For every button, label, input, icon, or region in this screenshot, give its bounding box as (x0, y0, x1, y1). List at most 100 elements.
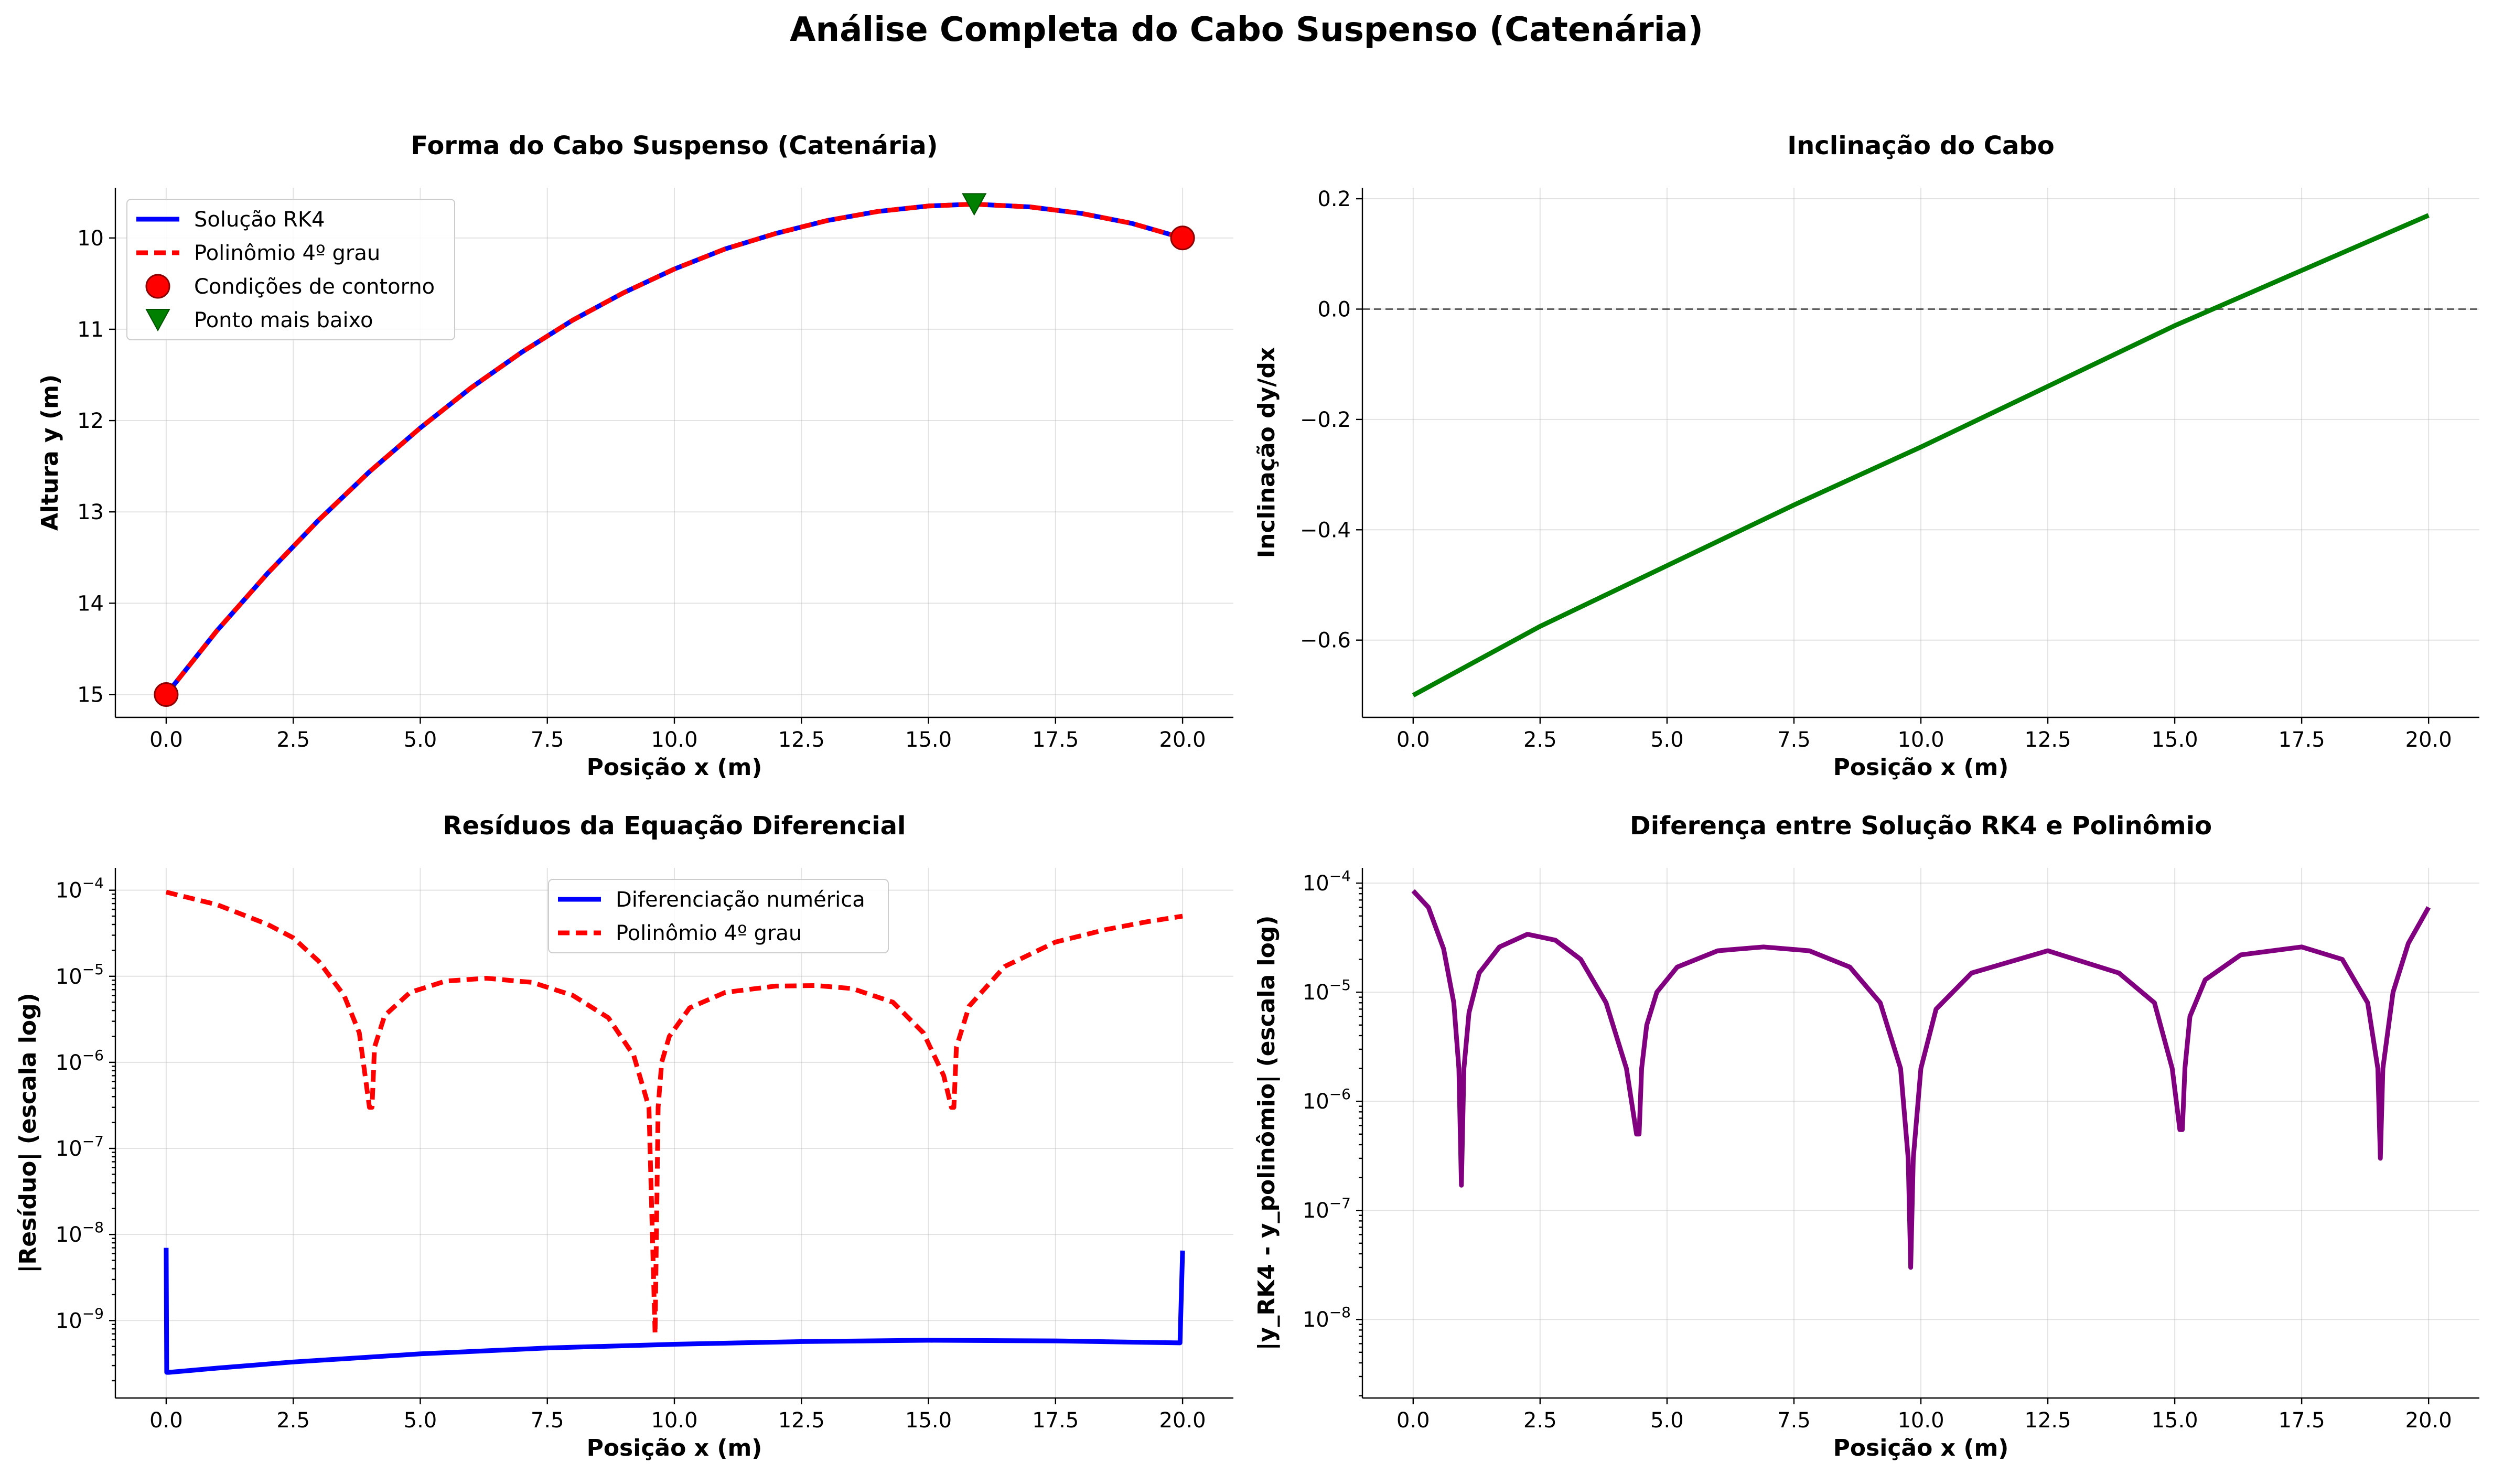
boundary-condition-marker (1170, 225, 1195, 251)
x-tick-label: 7.5 (531, 728, 564, 752)
x-tick-label: 15.0 (905, 728, 952, 752)
y-tick-label: 13 (77, 500, 104, 524)
y-tick-label: 0.2 (1317, 187, 1351, 211)
y-tick-label: 10−6 (56, 1047, 104, 1075)
legend-frame (126, 199, 455, 340)
legend-entry-label: Condições de contorno (194, 275, 435, 299)
y-tick-exponent: −7 (82, 1133, 104, 1150)
legend-entry-label: Ponto mais baixo (194, 308, 373, 332)
y-tick-label: 10−4 (1303, 867, 1351, 896)
y-tick-label: −0.2 (1300, 408, 1351, 432)
y-tick-label: 10−4 (56, 875, 104, 903)
legend: Diferenciação numérica Polinômio 4º grau (548, 879, 889, 953)
x-axis-label: Posição x (m) (1833, 754, 2009, 781)
x-tick-label: 15.0 (905, 1408, 952, 1433)
y-axis-label: |Resíduo| (escala log) (15, 993, 41, 1273)
y-tick-exponent: −8 (1329, 1304, 1351, 1321)
x-tick-label: 15.0 (2152, 728, 2198, 752)
x-tick-label: 12.5 (2025, 728, 2071, 752)
x-tick-label: 17.5 (2279, 728, 2325, 752)
lowest-point-marker (962, 193, 987, 216)
x-tick-label: 7.5 (1777, 1408, 1811, 1433)
legend-entry-label: Diferenciação numérica (616, 888, 865, 912)
y-tick-exponent: −6 (1329, 1085, 1351, 1103)
x-tick-label: 10.0 (1897, 728, 1944, 752)
x-tick-label: 10.0 (1897, 1408, 1944, 1433)
y-tick-label: 10−5 (56, 961, 104, 989)
x-axis-label: Posição x (m) (1833, 1435, 2009, 1461)
x-tick-label: 5.0 (1650, 1408, 1684, 1433)
legend-frame (548, 879, 889, 953)
y-axis-label: Inclinação dy/dx (1253, 347, 1280, 558)
x-tick-label: 17.5 (1032, 1408, 1079, 1433)
axes-title: Inclinação do Cabo (1787, 131, 2054, 160)
legend-marker-swatch (145, 309, 170, 332)
y-tick-exponent: −8 (82, 1219, 104, 1236)
x-tick-label: 12.5 (778, 728, 825, 752)
axes-title: Diferença entre Solução RK4 e Polinômio (1630, 811, 2212, 841)
difference-axes: 0.0 2.5 5.0 7.5 10.0 12.5 15.0 17.5 20.0 10−8 10−7… (1253, 811, 2479, 1461)
legend-entry-label: Polinômio 4º grau (616, 921, 802, 945)
shape-axes: 0.0 2.5 5.0 7.5 10.0 12.5 15.0 17.5 20.0 10 11 12 13… (37, 131, 1233, 781)
y-tick-label: 10−8 (1303, 1304, 1351, 1332)
x-tick-label: 2.5 (1523, 728, 1557, 752)
y-tick-label: 11 (77, 318, 104, 342)
y-tick-label: 14 (77, 592, 104, 616)
x-tick-label: 7.5 (1777, 728, 1811, 752)
series-line (1412, 213, 2430, 697)
y-tick-label: 10−9 (56, 1305, 104, 1333)
legend-entry-label: Solução RK4 (194, 208, 325, 232)
x-tick-label: 5.0 (404, 728, 437, 752)
y-tick-label: 10−7 (56, 1133, 104, 1161)
y-tick-exponent: −4 (82, 875, 104, 892)
x-tick-label: 7.5 (531, 1408, 564, 1433)
x-tick-label: 0.0 (149, 1408, 183, 1433)
slope-axes: 0.0 2.5 5.0 7.5 10.0 12.5 15.0 17.5 20.0 0.2 0.0 −0… (1253, 131, 2479, 781)
x-tick-label: 20.0 (1159, 1408, 1206, 1433)
legend-marker-swatch (145, 274, 170, 299)
y-tick-exponent: −6 (82, 1047, 104, 1064)
x-tick-label: 17.5 (1032, 728, 1079, 752)
y-tick-exponent: −5 (82, 961, 104, 978)
residuals-axes: 0.0 2.5 5.0 7.5 10.0 12.5 15.0 17.5 20.0 10−9 10−8… (15, 811, 1233, 1461)
x-tick-label: 17.5 (2279, 1408, 2325, 1433)
y-tick-exponent: −7 (1329, 1195, 1351, 1212)
x-tick-label: 20.0 (2405, 728, 2452, 752)
series-line (164, 1248, 1185, 1375)
y-tick-label: 10−6 (1303, 1085, 1351, 1114)
y-tick-exponent: −4 (1329, 867, 1351, 885)
x-tick-label: 2.5 (276, 1408, 310, 1433)
x-axis-label: Posição x (m) (587, 754, 762, 781)
y-tick-label: −0.6 (1300, 629, 1351, 653)
y-axis-label: |y_RK4 - y_polinômio| (escala log) (1253, 916, 1280, 1351)
x-tick-label: 2.5 (1523, 1408, 1557, 1433)
x-tick-label: 12.5 (2025, 1408, 2071, 1433)
y-axis-label: Altura y (m) (37, 374, 63, 531)
y-tick-label: 12 (77, 409, 104, 433)
y-tick-exponent: −9 (82, 1305, 104, 1322)
y-tick-label: 0.0 (1317, 297, 1351, 321)
axes-title: Forma do Cabo Suspenso (Catenária) (411, 131, 938, 160)
legend-entry-label: Polinômio 4º grau (194, 241, 380, 265)
x-tick-label: 0.0 (1396, 1408, 1430, 1433)
y-tick-label: 15 (77, 683, 104, 707)
legend: Solução RK4 Polinômio 4º grau Condições de… (126, 199, 455, 340)
y-tick-exponent: −5 (1329, 976, 1351, 994)
y-tick-label: −0.4 (1300, 518, 1351, 542)
x-tick-label: 15.0 (2152, 1408, 2198, 1433)
y-tick-label: 10−5 (1303, 976, 1351, 1005)
series-line (1411, 889, 2431, 1270)
x-tick-label: 0.0 (149, 728, 183, 752)
axes-title: Resíduos da Equação Diferencial (443, 811, 906, 841)
boundary-condition-marker (154, 682, 179, 707)
series-line (165, 889, 1183, 1337)
x-tick-label: 5.0 (404, 1408, 437, 1433)
figure-suptitle: Análise Completa do Cabo Suspenso (Caten… (790, 10, 1703, 49)
x-tick-label: 20.0 (2405, 1408, 2452, 1433)
x-tick-label: 20.0 (1159, 728, 1206, 752)
series-line (164, 201, 1184, 696)
x-tick-label: 5.0 (1650, 728, 1684, 752)
y-tick-label: 10−7 (1303, 1195, 1351, 1223)
x-tick-label: 0.0 (1396, 728, 1430, 752)
